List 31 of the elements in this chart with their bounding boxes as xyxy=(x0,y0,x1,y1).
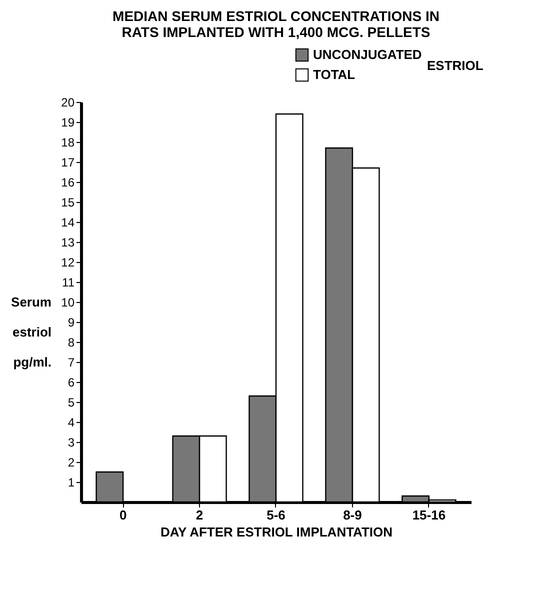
y-tick-label: 11 xyxy=(62,276,75,290)
legend-label: TOTAL xyxy=(313,67,356,82)
y-tick-label: 19 xyxy=(61,116,75,130)
y-axis-title: Serum estriol pg/ml. xyxy=(11,294,52,370)
x-tick-label: 2 xyxy=(196,508,204,522)
chart-title: MEDIAN SERUM ESTRIOL CONCENTRATIONS IN RATS IMPLANTED WITH 1,400 MCG. PELLETS xyxy=(112,8,440,40)
y-tick-label: 8 xyxy=(68,336,75,350)
y-tick-label: 14 xyxy=(61,216,75,230)
y-tick-label: 16 xyxy=(61,176,75,190)
x-tick-label: 8-9 xyxy=(343,508,362,522)
y-tick-label: 12 xyxy=(61,256,75,270)
y-tick-label: 15 xyxy=(61,196,75,210)
x-tick-label: 5-6 xyxy=(266,508,286,522)
x-tick-label: 0 xyxy=(119,508,127,522)
y-tick-label: 13 xyxy=(61,236,75,250)
y-tick-label: 1 xyxy=(68,476,75,490)
y-tick-label: 9 xyxy=(68,316,75,330)
x-tick-label: 15-16 xyxy=(412,508,446,522)
y-tick-label: 4 xyxy=(68,416,75,430)
y-tick-label: 5 xyxy=(68,396,75,410)
y-tick-label: 17 xyxy=(61,156,75,170)
y-tick-label: 7 xyxy=(68,356,75,370)
legend-title: ESTRIOL xyxy=(427,58,484,73)
y-tick-label: 6 xyxy=(68,376,75,390)
legend-label: UNCONJUGATED xyxy=(313,47,422,62)
y-tick-label: 10 xyxy=(61,296,75,310)
y-tick-label: 3 xyxy=(68,436,75,450)
y-tick-label: 18 xyxy=(61,136,75,150)
y-tick-label: 20 xyxy=(61,96,75,110)
y-tick-label: 2 xyxy=(68,456,75,470)
x-axis-title: DAY AFTER ESTRIOL IMPLANTATION xyxy=(160,524,393,540)
